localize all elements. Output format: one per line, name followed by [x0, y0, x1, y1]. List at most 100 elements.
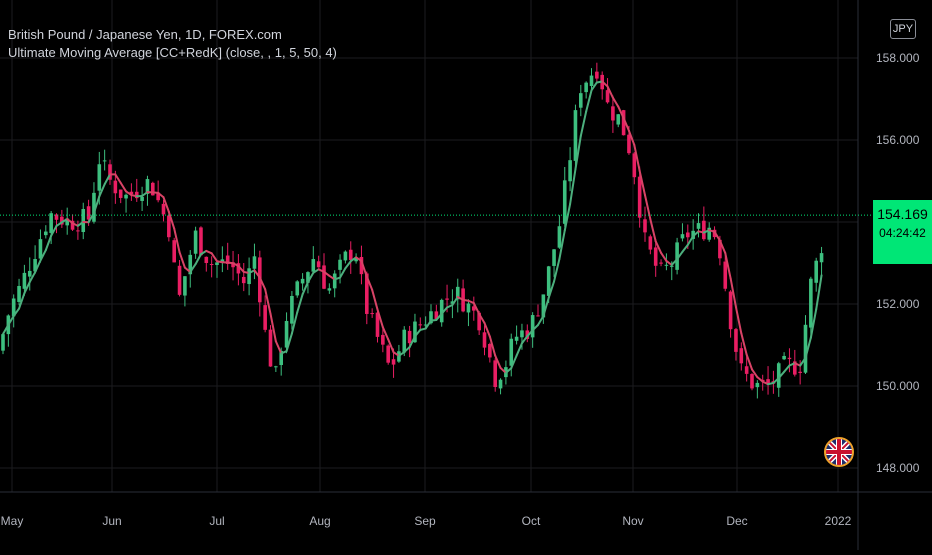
candle-body: [205, 257, 209, 263]
candle-body: [344, 252, 348, 261]
candle-body: [162, 204, 166, 214]
ma-segment: [297, 294, 302, 312]
candle-body: [39, 239, 43, 258]
ma-segment: [196, 254, 201, 264]
candle-body: [349, 250, 353, 260]
candle-body: [654, 247, 658, 265]
candle-body: [44, 232, 48, 236]
candle-body: [627, 135, 631, 154]
ma-segment: [682, 245, 687, 252]
candle-body: [172, 240, 176, 262]
candle-body: [114, 181, 118, 194]
candle-body: [274, 366, 278, 367]
candle-body: [1, 334, 5, 351]
indicator-legend[interactable]: Ultimate Moving Average [CC+RedK] (close…: [8, 45, 337, 60]
candle-body: [370, 313, 374, 314]
candle-body: [253, 256, 257, 268]
ma-segment: [784, 365, 789, 371]
candle-body: [729, 292, 733, 330]
x-tick-label: Jun: [102, 514, 121, 528]
candle-body: [402, 330, 406, 353]
ma-segment: [538, 316, 543, 325]
candle-body: [285, 321, 289, 348]
candle-body: [338, 260, 342, 270]
y-tick-label: 148.000: [876, 461, 920, 475]
candle-body: [611, 106, 615, 120]
candle-body: [119, 190, 123, 198]
last-price-value: 154.169: [873, 206, 932, 222]
candle-body: [210, 264, 214, 265]
candle-body: [194, 231, 198, 254]
candle-body: [740, 348, 744, 363]
candle-body: [531, 315, 535, 337]
candle-body: [49, 213, 53, 233]
candle-body: [590, 76, 594, 86]
candle-body: [322, 265, 326, 288]
candle-body: [734, 329, 738, 352]
candle-body: [499, 380, 503, 389]
y-tick-label: 158.000: [876, 51, 920, 65]
candle-body: [215, 262, 219, 265]
candle-body: [552, 249, 556, 266]
ma-segment: [345, 261, 350, 268]
ma-segment: [276, 341, 281, 353]
bar-countdown: 04:24:42: [873, 226, 932, 240]
candle-body: [269, 330, 273, 367]
ma-segment: [757, 377, 762, 381]
candle-body: [333, 274, 337, 289]
candle-body: [584, 83, 588, 92]
candle-body: [788, 358, 792, 359]
candle-body: [140, 197, 144, 201]
candle-body: [681, 234, 685, 238]
ma-segment: [180, 252, 185, 267]
ma-segment: [645, 195, 650, 219]
candle-body: [633, 153, 637, 177]
candle-body: [493, 360, 497, 387]
x-tick-label: May: [1, 514, 24, 528]
candle-body: [199, 227, 203, 255]
candle-body: [649, 236, 653, 249]
candle-body: [103, 160, 107, 161]
candle-body: [686, 232, 690, 237]
x-tick-label: Nov: [622, 514, 643, 528]
ma-segment: [372, 290, 377, 310]
candle-body: [643, 219, 647, 232]
x-tick-label: Oct: [522, 514, 541, 528]
ma-segment: [586, 90, 591, 111]
candle-body: [536, 315, 540, 316]
y-tick-label: 152.000: [876, 297, 920, 311]
ma-segment: [46, 236, 51, 250]
ma-segment: [303, 282, 308, 294]
candle-body: [124, 195, 128, 199]
candle-body: [81, 209, 85, 232]
candle-body: [488, 344, 492, 357]
candle-body: [756, 383, 760, 387]
currency-button[interactable]: JPY: [890, 19, 916, 39]
x-tick-label: Dec: [726, 514, 747, 528]
candle-body: [659, 263, 663, 264]
symbol-title[interactable]: British Pound / Japanese Yen, 1D, FOREX.…: [8, 27, 282, 42]
candle-body: [419, 324, 423, 325]
candle-body: [558, 226, 562, 247]
uk-flag-icon[interactable]: [824, 437, 854, 467]
candle-body: [702, 221, 706, 239]
candle-body: [574, 110, 578, 161]
candle-body: [579, 93, 583, 108]
candle-body: [87, 206, 91, 219]
candle-body: [98, 164, 102, 190]
x-tick-label: Sep: [414, 514, 436, 528]
candle-body: [301, 279, 305, 284]
candle-body: [804, 325, 808, 373]
candle-body: [28, 271, 32, 277]
candle-body: [76, 230, 80, 231]
candle-body: [595, 72, 599, 79]
candle-body: [723, 262, 727, 289]
x-tick-label: 2022: [825, 514, 852, 528]
y-tick-label: 156.000: [876, 133, 920, 147]
candle-body: [467, 303, 471, 312]
ma-segment: [212, 253, 217, 261]
candle-body: [568, 160, 572, 181]
candle-body: [328, 288, 332, 290]
